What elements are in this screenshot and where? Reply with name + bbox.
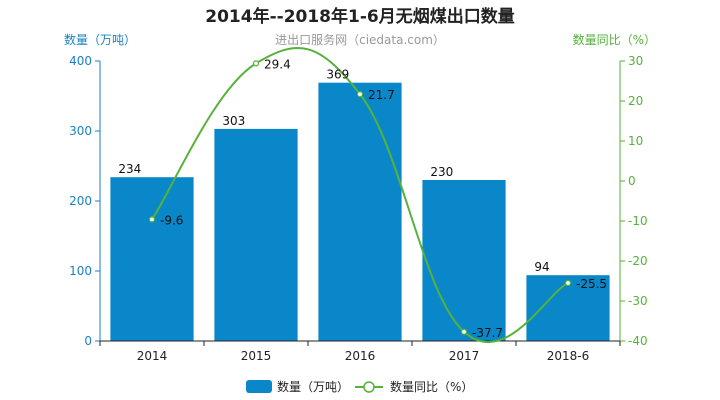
yoy-label-2017: -37.7 (472, 326, 503, 340)
bar-label-2018-6: 94 (534, 260, 549, 274)
chart-subtitle: 进出口服务网（ciedata.com） (275, 32, 445, 47)
legend-item-yoy[interactable]: 数量同比（%） (355, 379, 473, 394)
x-tick-label: 2015 (241, 349, 272, 363)
y-right-tick-label: 20 (628, 94, 643, 108)
x-tick-label: 2016 (345, 349, 376, 363)
y-right-tick-label: -30 (628, 294, 648, 308)
bar-2017 (422, 180, 506, 341)
y-right-tick-label: -20 (628, 254, 648, 268)
yoy-label-2018-6: -25.5 (576, 277, 607, 291)
y-left-tick-label: 200 (69, 194, 92, 208)
bar-2016 (318, 82, 402, 341)
y-left-tick-label: 400 (69, 54, 92, 68)
x-tick-label: 2014 (137, 349, 168, 363)
y-right-tick-label: 0 (628, 174, 636, 188)
x-tick-label: 2017 (449, 349, 480, 363)
legend: 数量（万吨） 数量同比（%） (246, 379, 473, 394)
yoy-line-path (151, 47, 569, 343)
yoy-label-2016: 21.7 (368, 88, 395, 102)
bar-label-2015: 303 (222, 114, 245, 128)
yoy-point-2018-6 (564, 279, 572, 287)
yoy-point-2016 (356, 91, 364, 98)
bar-label-2017: 230 (430, 165, 453, 179)
y-axis-left-label: 数量（万吨） (64, 32, 136, 47)
y-axis-right-label: 数量同比（%） (573, 32, 656, 47)
yoy-point-2014 (148, 216, 156, 223)
legend-item-quantity[interactable]: 数量（万吨） (246, 379, 349, 394)
axes: 0 100 200 300 400 -40 -30 -20 -10 0 10 20 30 2014 2015… (69, 54, 648, 363)
y-left-tick-label: 0 (84, 334, 92, 348)
y-left-tick-label: 100 (69, 264, 92, 278)
x-tick-label: 2018-6 (547, 349, 590, 363)
yoy-label-2014: -9.6 (160, 213, 183, 227)
y-left-tick-label: 300 (69, 124, 92, 138)
yoy-point-2017 (460, 328, 468, 335)
bar-2015 (214, 128, 298, 341)
legend-bar-label: 数量（万吨） (277, 379, 349, 394)
bar-label-2014: 234 (118, 162, 141, 176)
chart-title: 2014年--2018年1-6月无烟煤出口数量 (205, 6, 514, 27)
legend-line-marker (363, 381, 375, 393)
y-right-tick-label: 10 (628, 134, 643, 148)
bar-series (110, 82, 610, 341)
yoy-point-2015 (252, 60, 260, 67)
bar-2014 (110, 177, 194, 341)
y-right-tick-label: 30 (628, 54, 643, 68)
legend-bar-swatch (246, 380, 272, 393)
line-series (148, 47, 572, 343)
bar-label-2016: 369 (326, 68, 349, 82)
y-right-tick-label: -10 (628, 214, 648, 228)
y-right-tick-label: -40 (628, 334, 648, 348)
legend-line-label: 数量同比（%） (390, 379, 473, 394)
yoy-label-2015: 29.4 (264, 57, 291, 71)
data-labels: 234 303 369 230 94 -9.6 29.4 21.7 -37.7 -25.5 (118, 57, 607, 339)
